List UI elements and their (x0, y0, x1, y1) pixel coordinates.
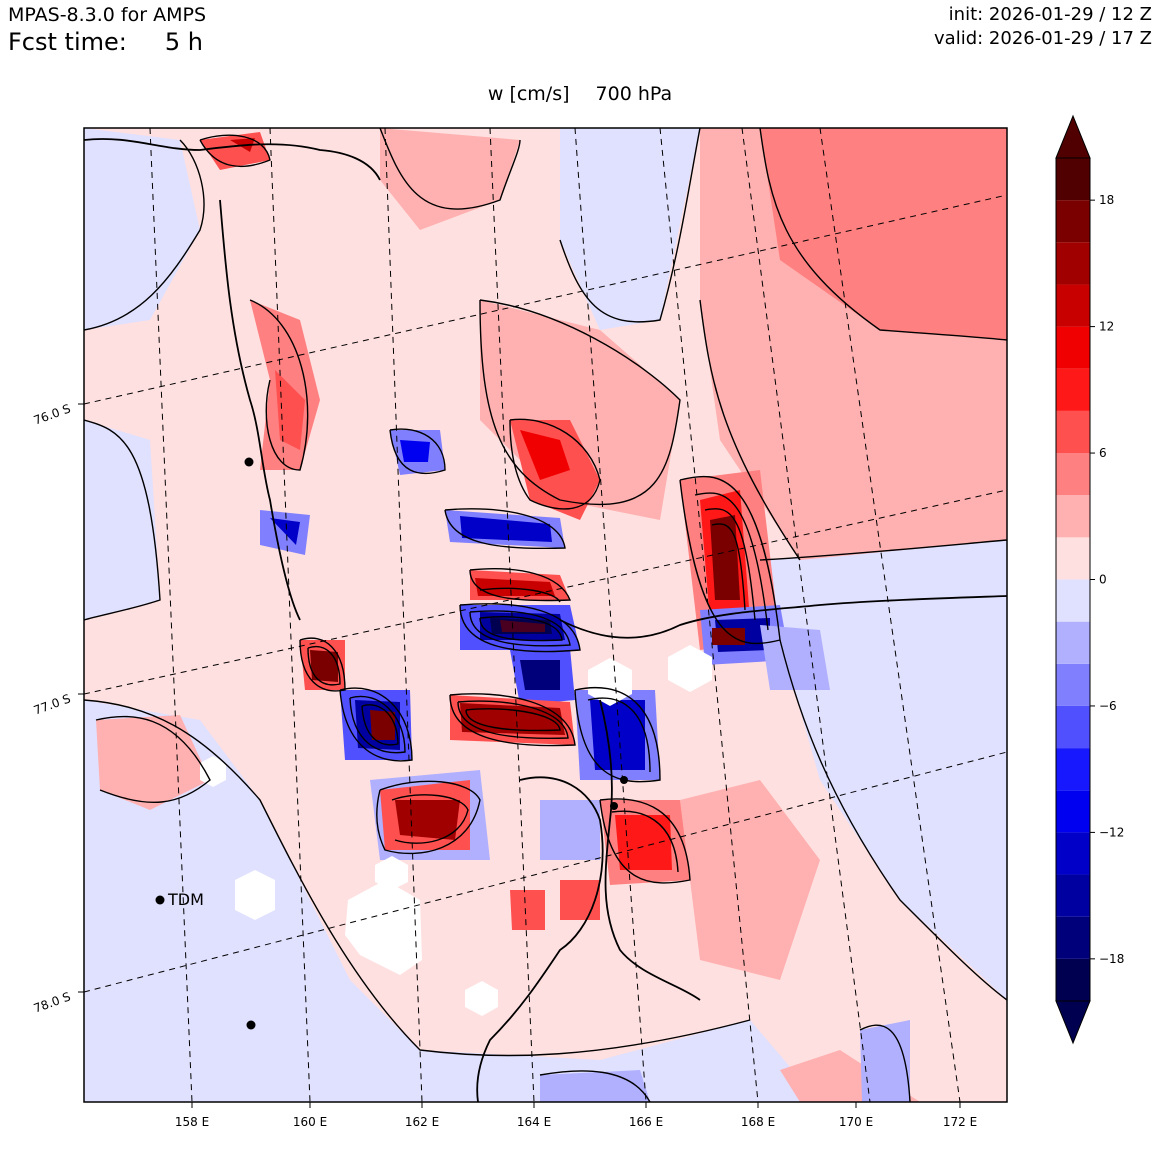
longitude-axis: 158 E 160 E 162 E 164 E 166 E 168 E 170 … (175, 1102, 977, 1129)
colorbar-swatch (1056, 790, 1090, 833)
colorbar-tick-label: −12 (1099, 825, 1124, 839)
forecast-time: Fcst time: 5 h (8, 28, 203, 56)
vertical-velocity-field (84, 128, 1007, 1102)
colorbar-tick-label: 6 (1099, 446, 1107, 460)
colorbar-tick-label: −18 (1099, 952, 1124, 966)
colorbar-swatch (1056, 368, 1090, 411)
colorbar-swatch (1056, 453, 1090, 496)
model-name: MPAS-8.3.0 for AMPS (8, 4, 207, 26)
lat-label: 77.0 S (32, 691, 73, 717)
colorbar-swatch (1056, 916, 1090, 959)
lat-label: 78.0 S (32, 989, 73, 1015)
colorbar-swatch (1056, 158, 1090, 201)
plot-level: 700 hPa (595, 83, 673, 105)
station-marker (246, 1020, 256, 1030)
colorbar-tick-label: 18 (1099, 193, 1114, 207)
latitude-axis: 76.0 S 77.0 S 78.0 S (32, 401, 84, 1016)
lon-label: 162 E (405, 1115, 439, 1129)
colorbar-swatch (1056, 410, 1090, 454)
plot-variable: w [cm/s] (487, 83, 570, 105)
colorbar-swatch (1056, 242, 1090, 285)
lon-label: 158 E (175, 1115, 209, 1129)
colorbar-swatch (1056, 326, 1090, 369)
colorbar-swatch (1056, 579, 1090, 622)
colorbar-swatch (1056, 958, 1090, 1001)
station-label-tdm: TDM (167, 890, 204, 909)
colorbar-swatch (1056, 832, 1090, 875)
forecast-time-label: Fcst time: (8, 28, 127, 56)
colorbar-extend-high (1055, 114, 1091, 159)
colorbar-extend-low (1055, 1000, 1091, 1045)
station-marker-tdm (155, 895, 165, 905)
forecast-time-value: 5 h (164, 28, 203, 56)
station-marker (620, 776, 628, 784)
colorbar-swatch (1056, 200, 1090, 243)
colorbar-swatch (1056, 495, 1090, 538)
colorbar-swatch (1056, 874, 1090, 917)
station-marker (610, 802, 618, 810)
station-marker (244, 457, 254, 467)
lon-label: 160 E (293, 1115, 327, 1129)
colorbar-tick-label: −6 (1099, 699, 1117, 713)
plot-title: w [cm/s] 700 hPa (0, 83, 1160, 105)
colorbar-swatch (1056, 537, 1090, 580)
init-time: init: 2026-01-29 / 12 Z (948, 4, 1152, 25)
lon-label: 166 E (629, 1115, 663, 1129)
colorbar-swatch (1056, 748, 1090, 791)
colorbar-swatch (1056, 705, 1090, 749)
lon-label: 164 E (517, 1115, 551, 1129)
map-frame (83, 127, 1008, 1103)
colorbar-tick-label: 12 (1099, 320, 1114, 334)
valid-time: valid: 2026-01-29 / 17 Z (934, 28, 1152, 49)
colorbar: 18 12 6 0 −6 −12 −18 (1055, 114, 1124, 1045)
colorbar-tick-label: 0 (1099, 573, 1107, 587)
colorbar-swatch (1056, 621, 1090, 664)
lon-label: 170 E (839, 1115, 873, 1129)
lat-label: 76.0 S (32, 401, 73, 427)
colorbar-swatch (1056, 663, 1090, 706)
lon-label: 168 E (741, 1115, 775, 1129)
colorbar-swatch (1056, 284, 1090, 327)
lon-label: 172 E (943, 1115, 977, 1129)
